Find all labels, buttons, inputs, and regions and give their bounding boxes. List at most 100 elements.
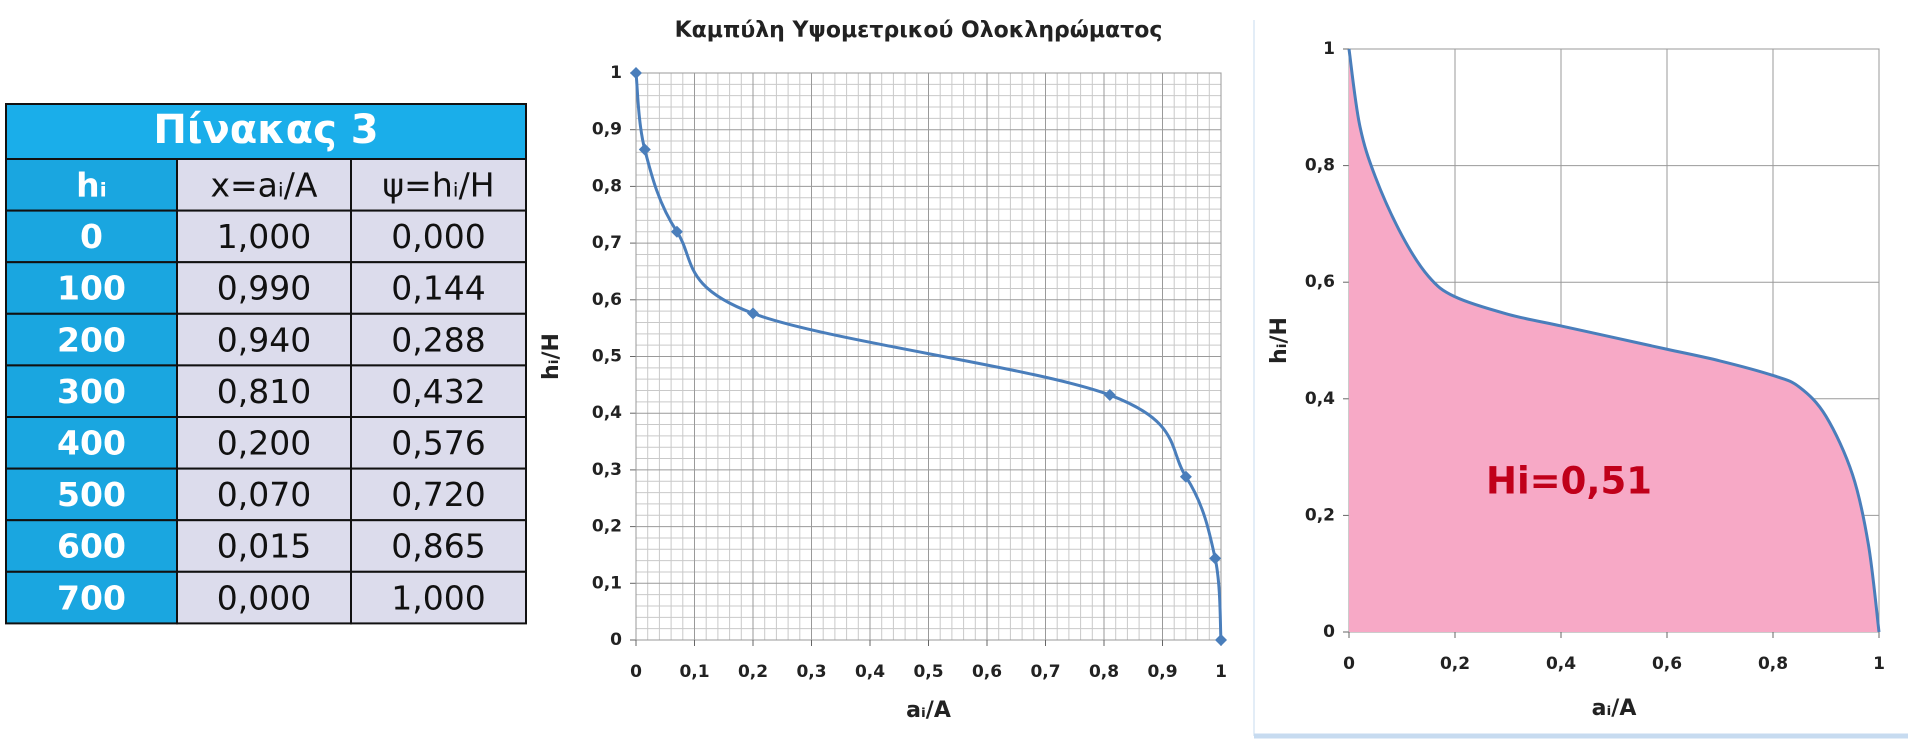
y-tick-label: 0,6	[592, 290, 622, 310]
table-value: 0,015	[217, 527, 311, 566]
y-tick-label: 0,5	[592, 347, 622, 367]
table-value: 0,720	[391, 475, 485, 514]
table-cell	[5, 570, 178, 625]
marker	[1103, 389, 1116, 402]
x-tick-label: 0,2	[738, 662, 768, 682]
table-cell	[176, 261, 352, 315]
table-value: 700	[57, 578, 126, 617]
table-value: 0,144	[391, 269, 485, 308]
table-cell	[350, 519, 527, 573]
x-tick-label: 0,8	[1758, 654, 1788, 674]
table-cell	[350, 416, 527, 470]
x-axis-title: aᵢ/A	[1592, 696, 1637, 721]
table-value: 0,432	[391, 372, 485, 411]
x-axis-title: aᵢ/A	[906, 698, 951, 723]
x-tick-label: 0,4	[1546, 654, 1576, 674]
table-cell	[350, 570, 527, 625]
x-tick-label: 0	[1343, 654, 1355, 674]
table-header: x=aᵢ/A	[211, 166, 318, 205]
marker	[1215, 634, 1227, 646]
table-cell	[5, 467, 178, 522]
marker	[638, 143, 651, 156]
y-tick-label: 0,2	[1305, 505, 1335, 525]
table-value: 0	[80, 217, 103, 256]
table-value: 400	[57, 424, 126, 463]
y-tick-label: 0,9	[592, 120, 622, 140]
x-tick-label: 0,9	[1147, 662, 1177, 682]
chart-title: Καμπύλη Υψομετρικού Ολοκληρώματος	[675, 18, 1163, 43]
y-axis-title: hᵢ/H	[1267, 317, 1292, 364]
table-cell	[350, 209, 527, 264]
marker	[1209, 552, 1222, 565]
table-value: 0,810	[217, 372, 311, 411]
table-cell	[350, 158, 527, 212]
table-cell	[176, 416, 352, 470]
y-tick-label: 0	[610, 630, 622, 650]
table-cell	[176, 364, 352, 418]
y-tick-label: 0	[1323, 622, 1335, 642]
x-tick-label: 0,7	[1030, 662, 1060, 682]
table-cell	[176, 570, 352, 625]
y-tick-label: 0,3	[592, 460, 622, 480]
table-value: 0,070	[217, 475, 311, 514]
y-axis-title: hᵢ/H	[539, 333, 564, 380]
table-value: 600	[57, 527, 126, 566]
line	[1347, 48, 1881, 633]
table-cell	[176, 467, 352, 522]
table-value: 0,000	[391, 217, 485, 256]
table-cell	[350, 467, 527, 522]
marker	[670, 225, 683, 238]
x-tick-label: 0,5	[913, 662, 943, 682]
y-tick-label: 0,4	[592, 403, 622, 423]
table-value: 200	[57, 320, 126, 359]
y-tick-label: 0,6	[1305, 272, 1335, 292]
table-cell	[350, 312, 527, 367]
table-value: 0,288	[391, 320, 485, 359]
x-tick-label: 0	[630, 662, 642, 682]
table-value: 0,000	[217, 578, 311, 617]
annotation: Hi=0,51	[1486, 460, 1652, 503]
marker	[630, 67, 642, 79]
x-tick-label: 0,8	[1089, 662, 1119, 682]
table-value: 0,576	[391, 424, 485, 463]
table-value: 0,865	[391, 527, 485, 566]
table-value: 0,940	[217, 320, 311, 359]
x-tick-label: 0,6	[972, 662, 1002, 682]
line	[634, 72, 1223, 641]
table-value: 0,990	[217, 269, 311, 308]
table-header: ψ=hᵢ/H	[382, 166, 494, 205]
area	[1349, 49, 1879, 632]
y-tick-label: 0,4	[1305, 389, 1335, 409]
x-tick-label: 1	[1215, 662, 1227, 682]
table-value: 1,000	[217, 217, 311, 256]
x-tick-label: 1	[1873, 654, 1885, 674]
y-tick-label: 1	[1323, 39, 1335, 59]
table-cell	[5, 312, 178, 367]
table-value: 100	[57, 269, 126, 308]
table-value: 1,000	[391, 578, 485, 617]
y-tick-label: 0,2	[592, 517, 622, 537]
table-header: hᵢ	[76, 166, 107, 205]
table-value: 300	[57, 372, 126, 411]
table-cell	[5, 209, 178, 264]
table-cell	[350, 261, 527, 315]
table-cell	[176, 158, 352, 212]
table-cell	[5, 416, 178, 470]
x-tick-label: 0,2	[1440, 654, 1470, 674]
y-tick-label: 0,8	[1305, 156, 1335, 176]
x-tick-label: 0,4	[855, 662, 885, 682]
x-tick-label: 0,3	[796, 662, 826, 682]
table-value: 0,200	[217, 424, 311, 463]
y-tick-label: 1	[610, 63, 622, 83]
marker	[1179, 470, 1192, 483]
table-value: 500	[57, 475, 126, 514]
table-title: Πίνακας 3	[153, 107, 378, 153]
table-cell	[350, 364, 527, 418]
marker	[747, 307, 759, 320]
table-title-cell	[5, 103, 527, 160]
x-tick-label: 0,1	[679, 662, 709, 682]
y-tick-label: 0,1	[592, 573, 622, 593]
y-tick-label: 0,8	[592, 176, 622, 196]
